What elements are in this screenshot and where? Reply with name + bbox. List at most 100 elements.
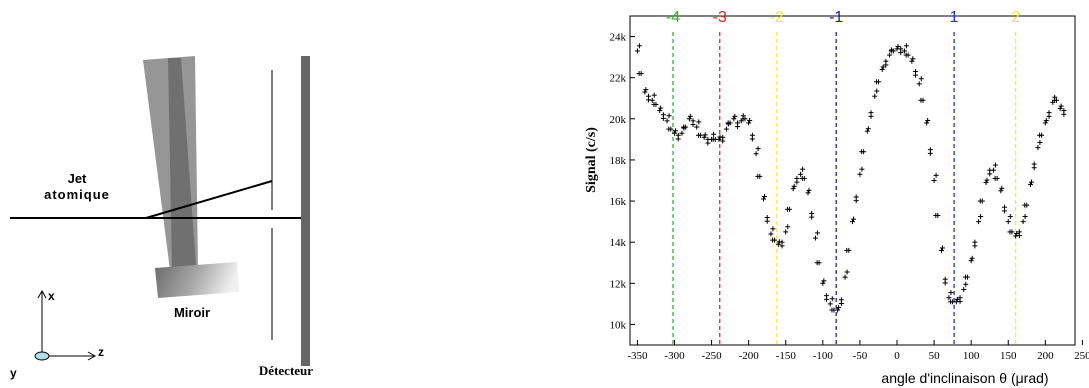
data-point: [779, 243, 785, 249]
data-point: [764, 218, 770, 224]
data-point: [1029, 179, 1034, 185]
data-point: [716, 136, 722, 142]
data-point: [933, 212, 939, 218]
data-point: [969, 255, 975, 261]
data-point: [1057, 106, 1063, 112]
axis-x-label: x: [48, 289, 55, 303]
data-point: [978, 213, 984, 219]
data-point: [918, 76, 924, 82]
data-point: [827, 301, 833, 307]
data-point: [972, 243, 978, 249]
data-point: [957, 298, 963, 304]
data-point: [1058, 103, 1064, 109]
y-axis-title: Signal (c/s): [584, 127, 599, 193]
data-point: [824, 296, 830, 302]
data-point: [968, 258, 974, 264]
x-tick-label: -100: [813, 350, 834, 362]
data-point: [903, 52, 909, 58]
data-point: [695, 132, 701, 138]
data-point: [666, 113, 672, 119]
data-point: [888, 48, 894, 54]
data-point: [913, 72, 919, 78]
data-point: [1043, 117, 1049, 123]
axis-z-label: z: [98, 345, 104, 359]
data-point: [1037, 132, 1043, 138]
data-point: [762, 194, 767, 200]
data-point: [962, 274, 968, 280]
data-point: [838, 300, 844, 306]
jet-label-line1: Jet: [68, 171, 87, 186]
data-point: [753, 151, 759, 157]
data-point: [1014, 231, 1020, 237]
data-point: [664, 118, 670, 124]
data-point: [634, 48, 640, 54]
data-point: [990, 167, 996, 173]
y-tick-label: 10k: [610, 319, 627, 331]
data-point: [790, 186, 796, 192]
data-point: [924, 120, 930, 126]
data-point: [658, 105, 664, 111]
data-point: [942, 280, 948, 286]
data-point: [642, 89, 648, 95]
data-point: [791, 183, 797, 189]
x-tick-label: 0: [894, 350, 900, 362]
data-point: [702, 132, 708, 138]
order-marker-lines: [672, 32, 1017, 345]
data-point: [983, 180, 989, 186]
data-point: [946, 295, 952, 301]
x-tick-label: -50: [853, 350, 868, 362]
data-point: [984, 177, 990, 183]
data-point: [1042, 120, 1048, 126]
data-point: [812, 235, 818, 241]
data-point: [694, 124, 700, 130]
laser-beam-narrow: [168, 58, 196, 268]
data-point: [853, 198, 859, 204]
data-point: [948, 299, 954, 305]
data-point: [770, 226, 776, 232]
x-tick-label: -250: [701, 350, 722, 362]
x-axis-title: angle d'inclinaison θ (μrad): [881, 370, 1048, 386]
x-tick-label: -200: [739, 350, 760, 362]
data-point: [1037, 139, 1043, 145]
data-point: [690, 122, 696, 128]
data-point: [687, 113, 693, 119]
signal-chart: -4 -3 -2 -1 1 2 -350 -300 -250 -200 -150 -100 -50 0 5…: [584, 9, 1089, 386]
data-point: [916, 81, 922, 87]
data-point: [673, 128, 678, 134]
data-point: [829, 307, 835, 313]
data-point: [761, 196, 766, 202]
data-point: [1007, 213, 1013, 219]
data-point: [873, 79, 879, 85]
data-point: [999, 185, 1005, 191]
data-point: [755, 146, 761, 152]
data-point: [701, 134, 707, 140]
setup-diagram: Jet atomique Miroir Détecteur x z y: [10, 56, 313, 380]
data-point: [940, 245, 945, 251]
marker-label: -2: [770, 9, 784, 26]
data-point: [1051, 97, 1057, 103]
plot-frame: [629, 15, 1076, 346]
data-point: [835, 307, 841, 313]
data-point: [898, 50, 904, 56]
data-point: [821, 278, 827, 284]
data-point: [705, 140, 711, 146]
data-point: [820, 280, 826, 286]
data-point: [805, 190, 811, 196]
data-point: [814, 260, 820, 266]
data-point: [666, 126, 672, 132]
mirror-label: Miroir: [174, 305, 210, 320]
data-point: [1016, 233, 1022, 239]
x-tick-label: -150: [776, 350, 797, 362]
data-point: [785, 224, 791, 230]
data-point: [987, 171, 993, 177]
data-point: [925, 117, 931, 123]
marker-label: -1: [829, 9, 843, 26]
data-point: [1020, 219, 1026, 225]
data-point: [874, 88, 880, 94]
data-point: [927, 150, 933, 156]
data-point: [636, 43, 642, 49]
x-tick-label: -350: [627, 350, 648, 362]
data-point: [1005, 219, 1011, 225]
data-point: [799, 175, 805, 181]
